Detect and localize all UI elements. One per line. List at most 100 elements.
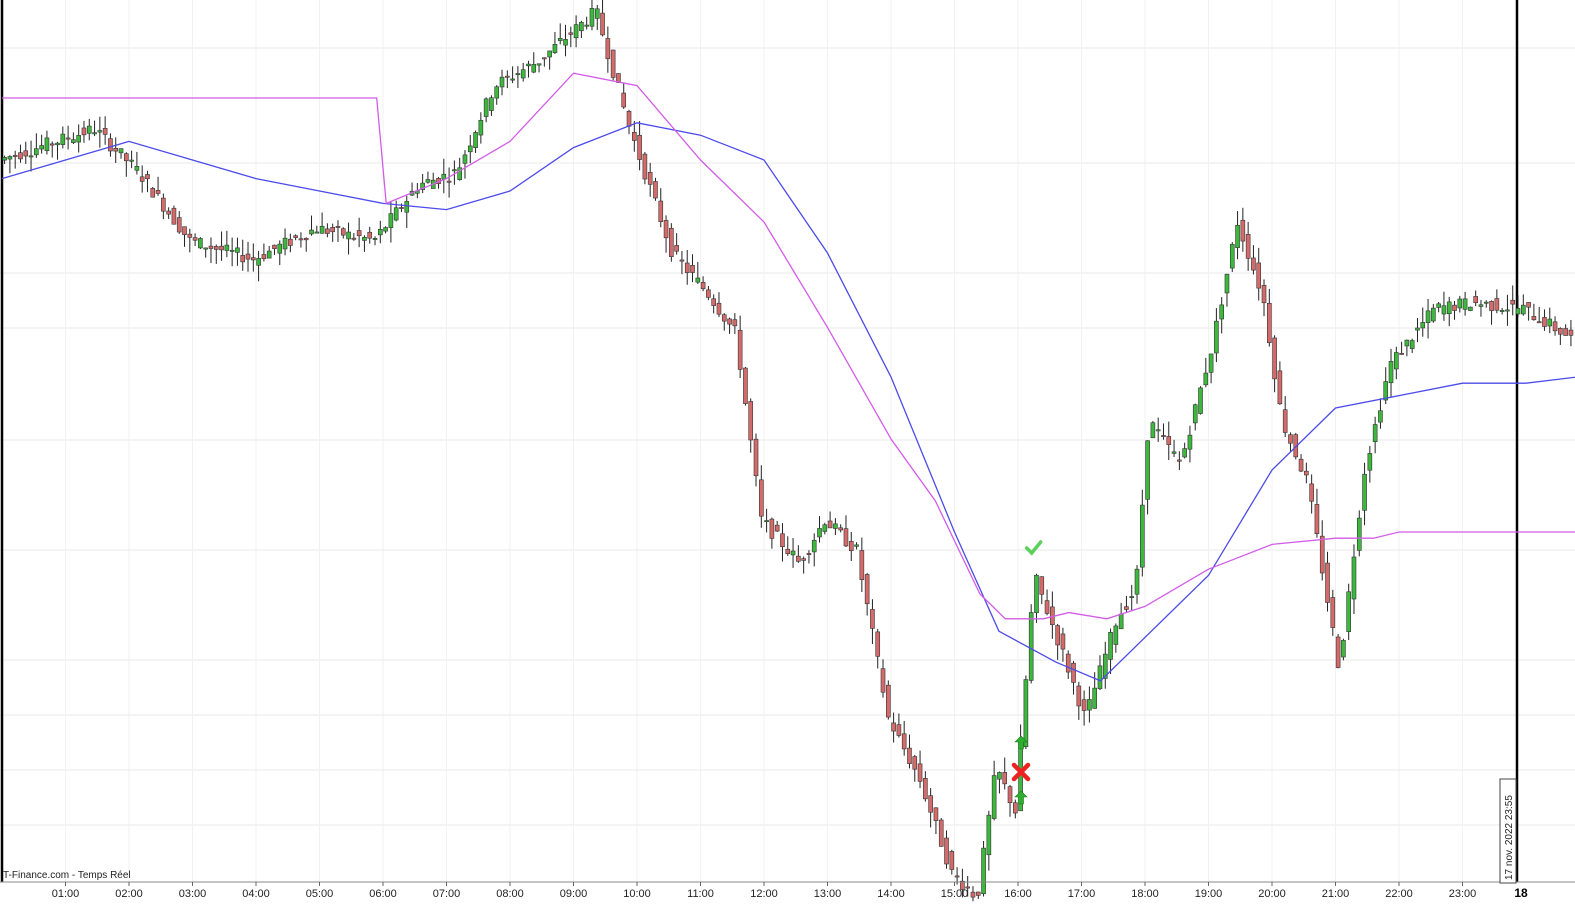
candle-down	[716, 302, 722, 315]
candle-down	[187, 233, 193, 238]
candle-down	[505, 75, 510, 78]
candle-down	[1293, 434, 1299, 458]
candle-down	[542, 57, 547, 60]
candle-down	[1298, 458, 1304, 472]
candle-down	[727, 318, 732, 325]
candle-up	[388, 213, 394, 228]
candle-up	[7, 156, 13, 160]
x-tick-label: 23:00	[1449, 888, 1477, 900]
candle-down	[399, 207, 404, 209]
candle-down	[356, 230, 362, 237]
candle-down	[18, 152, 23, 160]
candle-down	[108, 138, 113, 152]
candle-down	[600, 12, 605, 36]
candle-down	[827, 520, 833, 529]
candle-up	[1145, 440, 1150, 500]
candle-up	[1372, 424, 1378, 442]
candle-down	[806, 553, 812, 555]
candle-down	[1166, 436, 1172, 445]
candle-down	[245, 253, 251, 260]
candle-up	[256, 258, 261, 266]
candle-down	[880, 668, 886, 693]
candle-up	[1134, 568, 1140, 595]
candle-up	[314, 231, 320, 234]
candle-up	[1483, 301, 1489, 304]
candle-up	[404, 201, 410, 213]
cursor-time-text: 17 nov. 2022 23:55	[1504, 795, 1515, 880]
candle-up	[1547, 318, 1553, 327]
candle-down	[213, 246, 219, 250]
candle-up	[991, 775, 997, 819]
candle-down	[1452, 304, 1457, 311]
candle-up	[229, 249, 235, 252]
candle-down	[1568, 329, 1574, 336]
grid-lines	[0, 0, 1575, 882]
x-tick-label: 13:00	[814, 888, 842, 900]
candle-down	[303, 237, 309, 241]
candle-up	[1087, 699, 1092, 711]
candle-up	[589, 8, 595, 27]
candle-down	[711, 298, 716, 306]
candle-down	[1065, 653, 1071, 673]
candle-down	[261, 254, 267, 260]
candle-down	[684, 262, 690, 273]
candle-up	[1378, 410, 1383, 423]
x-tick-label: 11:00	[687, 888, 714, 900]
candle-up	[1208, 353, 1214, 373]
candle-down	[251, 257, 256, 261]
candle-up	[1118, 613, 1124, 630]
candle-up	[1113, 625, 1119, 645]
candle-down	[753, 438, 759, 477]
candle-down	[568, 32, 574, 35]
candle-up	[39, 145, 44, 150]
candle-up	[34, 148, 39, 156]
candle-down	[325, 228, 330, 234]
trade-signals	[1011, 540, 1043, 805]
candle-down	[938, 819, 944, 847]
candle-up	[1092, 687, 1097, 709]
candle-down	[1330, 597, 1336, 628]
candle-down	[1526, 302, 1531, 308]
candle-up	[1462, 298, 1468, 310]
candle-down	[928, 795, 933, 813]
candle-down	[288, 238, 293, 246]
x-tick-label: 10:00	[623, 888, 651, 900]
candle-down	[124, 153, 129, 162]
candle-up	[319, 225, 325, 234]
candle-up	[536, 63, 542, 66]
candle-up	[764, 520, 769, 523]
candle-up	[1097, 665, 1103, 690]
candle-down	[1536, 321, 1542, 324]
candle-down	[886, 684, 891, 718]
watermark-text: T-Finance.com - Temps Réel	[3, 870, 131, 881]
x-tick-label: 12:00	[750, 888, 778, 900]
candle-down	[933, 807, 939, 821]
candle-down	[1542, 317, 1547, 327]
candle-down	[49, 143, 55, 146]
candle-up	[372, 238, 378, 240]
candle-up	[1341, 640, 1346, 658]
candle-up	[420, 182, 425, 190]
x-tick-label: 18:00	[1131, 888, 1159, 900]
candle-down	[1319, 535, 1325, 574]
candle-up	[467, 145, 473, 153]
candle-up	[118, 148, 124, 154]
candle-up	[1362, 473, 1367, 511]
candle-up	[1521, 304, 1526, 315]
cross-icon	[1011, 762, 1031, 782]
candle-down	[1272, 337, 1277, 380]
candle-down	[706, 289, 711, 298]
candle-up	[833, 523, 838, 529]
candle-up	[526, 63, 531, 67]
candle-up	[1198, 387, 1203, 414]
candle-down	[1044, 600, 1050, 614]
candle-down	[954, 875, 960, 878]
candle-down	[621, 92, 627, 108]
x-tick-label: 16:00	[1004, 888, 1032, 900]
x-tick-label: 21:00	[1322, 888, 1350, 900]
x-tick-label: 03:00	[179, 888, 207, 900]
x-tick-label: 15:00	[941, 888, 969, 900]
